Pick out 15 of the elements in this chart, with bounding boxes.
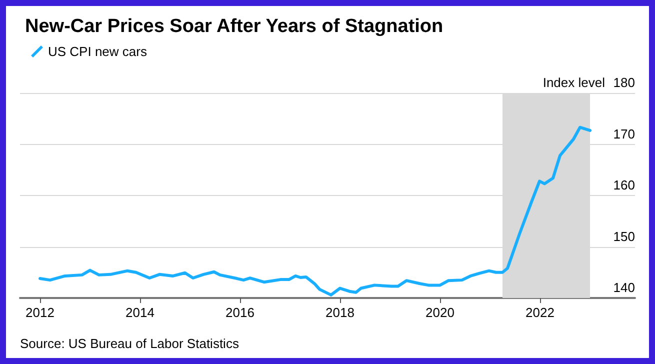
x-tick-label: 2018 xyxy=(326,305,354,320)
y-tick-label: 150 xyxy=(613,228,635,244)
chart-title: New-Car Prices Soar After Years of Stagnation xyxy=(25,16,444,37)
y-tick-label: 160 xyxy=(613,178,635,192)
source-note: Source: US Bureau of Labor Statistics xyxy=(20,336,240,351)
x-tick-label: 2016 xyxy=(226,305,254,320)
y-tick-label: 170 xyxy=(613,126,635,142)
x-tick-label: 2022 xyxy=(526,305,554,320)
x-tick-label: 2014 xyxy=(126,305,154,320)
y-axis-title: Index level xyxy=(542,75,606,90)
y-tick-label: 180 xyxy=(613,75,635,90)
x-tick-label: 2012 xyxy=(26,305,54,320)
x-tick-label: 2020 xyxy=(426,305,454,320)
y-tick-label: 140 xyxy=(613,280,635,295)
legend-label: US CPI new cars xyxy=(48,44,148,59)
